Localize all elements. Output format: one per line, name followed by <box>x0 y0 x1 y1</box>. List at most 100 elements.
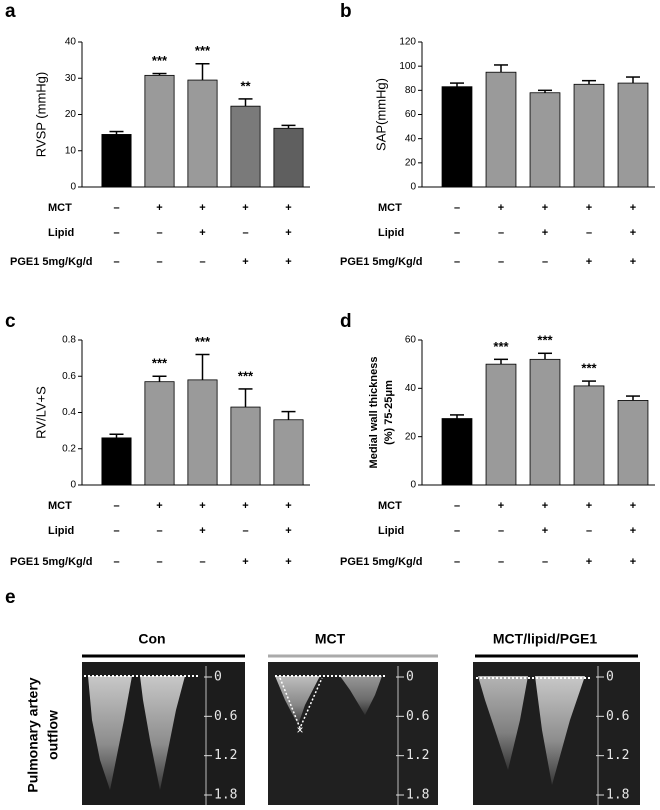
bar <box>273 127 304 188</box>
treatment-sign: + <box>630 500 636 512</box>
y-tick-label: 40 <box>405 383 417 394</box>
treatment-sign: + <box>156 500 162 512</box>
y-axis-title: RV/LV+S <box>33 386 48 439</box>
treatment-sign: – <box>156 525 162 537</box>
doppler-image: × <box>268 662 438 805</box>
treatment-sign: + <box>498 500 504 512</box>
treatment-label: PGE1 5mg/Kg/d <box>10 256 93 268</box>
scale-label: 0.6 <box>214 709 237 724</box>
bar <box>485 71 517 188</box>
treatment-sign: – <box>242 227 248 239</box>
treatment-sign: + <box>242 500 248 512</box>
treatment-sign: – <box>113 202 119 214</box>
treatment-sign: + <box>586 256 592 268</box>
treatment-sign: + <box>630 256 636 268</box>
scale-label: 0 <box>214 670 222 685</box>
treatment-sign: – <box>113 256 119 268</box>
treatment-sign: – <box>454 556 460 568</box>
y-tick-label: 0 <box>70 182 76 193</box>
y-tick-label: 20 <box>65 109 77 120</box>
bar <box>573 83 605 188</box>
treatment-sign: + <box>285 227 291 239</box>
treatment-sign: + <box>542 525 548 537</box>
y-axis-title: Medial wall thickness (%) 75-25μm <box>368 357 395 469</box>
bar <box>573 385 605 486</box>
treatment-label: Lipid <box>48 525 74 537</box>
treatment-sign: + <box>285 202 291 214</box>
y-tick-label: 0.2 <box>62 443 76 454</box>
doppler-image <box>82 662 245 805</box>
treatment-sign: + <box>285 256 291 268</box>
bar <box>101 437 132 486</box>
doppler-image <box>473 662 640 805</box>
treatment-sign: + <box>542 500 548 512</box>
treatment-sign: + <box>630 556 636 568</box>
significance: ** <box>240 78 251 93</box>
panel-letter: d <box>340 311 352 332</box>
y-tick-label: 0.4 <box>62 407 76 418</box>
row-label: Pulmonary artery outflow <box>25 677 61 792</box>
bar <box>617 82 649 188</box>
treatment-sign: + <box>630 227 636 239</box>
significance: *** <box>152 53 168 68</box>
treatment-sign: – <box>113 227 119 239</box>
treatment-sign: – <box>113 500 119 512</box>
treatment-sign: + <box>498 202 504 214</box>
significance: *** <box>493 339 509 354</box>
bar <box>230 406 261 486</box>
treatment-sign: + <box>156 202 162 214</box>
significance: *** <box>238 368 254 383</box>
bar <box>187 379 218 486</box>
y-tick-label: 0.6 <box>62 371 76 382</box>
treatment-sign: + <box>630 202 636 214</box>
y-tick-label: 0.8 <box>62 335 76 346</box>
treatment-sign: + <box>199 525 205 537</box>
y-tick-label: 10 <box>65 145 77 156</box>
treatment-sign: – <box>542 556 548 568</box>
bar <box>101 134 132 188</box>
treatment-sign: – <box>454 202 460 214</box>
treatment-sign: – <box>586 525 592 537</box>
scale-label: 0.6 <box>406 709 429 724</box>
treatment-sign: – <box>498 556 504 568</box>
significance: *** <box>195 334 211 349</box>
treatment-sign: + <box>199 227 205 239</box>
scale-label: 0 <box>406 670 414 685</box>
bar <box>187 79 218 188</box>
bar <box>230 105 261 188</box>
treatment-sign: + <box>586 500 592 512</box>
significance: *** <box>152 356 168 371</box>
treatment-sign: + <box>199 202 205 214</box>
treatment-sign: – <box>156 256 162 268</box>
treatment-sign: – <box>113 525 119 537</box>
treatment-sign: + <box>630 525 636 537</box>
y-tick-label: 0 <box>410 480 416 491</box>
treatment-label: PGE1 5mg/Kg/d <box>340 256 423 268</box>
scale-label: 0.6 <box>606 709 629 724</box>
row-label-line: outflow <box>45 710 61 760</box>
scale-label: 0 <box>606 670 614 685</box>
treatment-label: Lipid <box>378 525 404 537</box>
bar <box>144 381 175 486</box>
treatment-sign: + <box>285 525 291 537</box>
treatment-label: MCT <box>48 202 72 214</box>
y-tick-label: 60 <box>405 109 417 120</box>
bar <box>144 74 175 188</box>
y-tick-label: 40 <box>65 37 77 48</box>
treatment-sign: – <box>498 227 504 239</box>
treatment-sign: + <box>542 227 548 239</box>
treatment-sign: + <box>285 500 291 512</box>
scale-label: 1.8 <box>214 788 237 803</box>
treatment-label: Lipid <box>48 227 74 239</box>
treatment-sign: + <box>586 202 592 214</box>
panel-letter: e <box>5 587 16 608</box>
treatment-label: MCT <box>378 202 402 214</box>
scale-label: 1.2 <box>406 748 429 763</box>
bar <box>441 418 473 486</box>
significance: *** <box>195 43 211 58</box>
scale-label: 1.8 <box>606 788 629 803</box>
treatment-sign: – <box>586 227 592 239</box>
y-tick-label: 80 <box>405 85 417 96</box>
significance: *** <box>537 333 553 348</box>
treatment-sign: – <box>498 525 504 537</box>
